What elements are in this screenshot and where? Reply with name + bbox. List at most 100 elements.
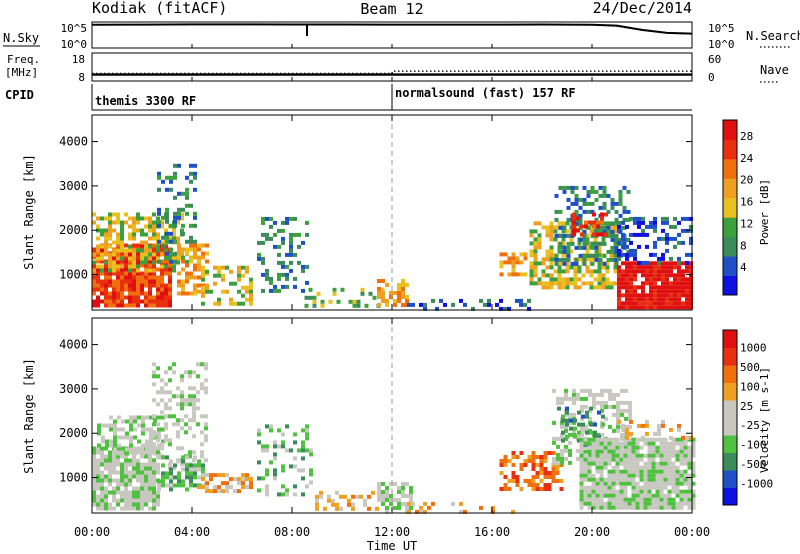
heatmap-cell [529,249,534,254]
heatmap-cell [140,502,144,507]
heatmap-cell [557,406,561,411]
heatmap-cell [209,289,213,294]
heatmap-cell [558,249,563,254]
heatmap-cell [112,248,116,253]
heatmap-cell [675,453,680,458]
heatmap-cell [689,261,693,266]
heatmap-cell [687,457,692,462]
heatmap-cell [675,493,680,498]
heatmap-cell [615,465,620,470]
heatmap-cell [617,248,621,253]
heatmap-cell [144,291,148,296]
heatmap-cell [125,419,129,424]
heatmap-cell [92,287,96,292]
heatmap-cell [624,400,628,405]
heatmap-cell [625,435,629,440]
heatmap-cell [172,422,176,427]
heatmap-cell [611,497,616,502]
heatmap-cell [515,479,520,483]
heatmap-cell [503,459,508,463]
heatmap-cell [687,477,692,482]
heatmap-cell [108,271,112,276]
heatmap-cell [683,445,688,450]
heatmap-cell [600,432,604,437]
heatmap-cell [120,287,124,292]
heatmap-cell [605,281,610,286]
heatmap-cell [176,434,180,439]
heatmap-cell [641,297,645,302]
heatmap-cell [633,256,637,261]
heatmap-cell [645,297,649,302]
heatmap-cell [487,298,491,303]
heatmap-cell [627,453,632,458]
heatmap-cell [691,493,696,498]
heatmap-cell [597,273,602,278]
heatmap-cell [677,277,681,282]
heatmap-cell [327,498,331,503]
heatmap-cell [128,303,132,308]
heatmap-cell [547,471,552,475]
heatmap-cell [177,251,181,256]
heatmap-cell [149,447,153,452]
heatmap-cell [663,461,668,466]
heatmap-cell [389,482,393,486]
heatmap-cell [669,261,673,266]
heatmap-cell [136,287,140,292]
heatmap-cell [673,273,677,278]
heatmap-cell [602,189,607,194]
heatmap-cell [691,453,696,458]
heatmap-cell [423,306,427,311]
heatmap-cell [104,478,108,483]
heatmap-cell [631,469,636,474]
heatmap-cell [537,261,542,266]
heatmap-cell [136,243,140,248]
heatmap-cell [531,463,536,467]
heatmap-cell [120,446,124,451]
heatmap-cell [507,272,512,277]
heatmap-cell [168,287,172,292]
heatmap-cell [100,474,104,479]
heatmap-cell [655,489,660,494]
heatmap-cell [557,273,562,278]
heatmap-cell [164,243,168,248]
heatmap-cell [541,261,546,266]
heatmap-cell [169,487,173,492]
heatmap-cell [595,465,600,470]
heatmap-cell [549,285,554,290]
heatmap-cell [133,451,137,456]
heatmap-cell [113,419,117,424]
heatmap-cell [607,493,612,498]
heatmap-cell [572,388,576,393]
heatmap-cell [181,231,185,236]
heatmap-cell [543,471,548,475]
heatmap-cell [148,486,152,491]
heatmap-cell [305,448,309,453]
heatmap-cell [269,236,273,241]
heatmap-cell [100,287,104,292]
heatmap-cell [164,295,168,300]
heatmap-cell [541,281,546,286]
heatmap-cell [120,506,124,511]
heatmap-cell [621,423,625,428]
heatmap-cell [136,264,140,269]
heatmap-cell [635,461,640,466]
heatmap-cell [117,415,121,420]
heatmap-cell [600,220,604,225]
heatmap-cell [689,289,693,294]
heatmap-cell [104,502,108,507]
heatmap-cell [164,382,168,387]
heatmap-cell [579,453,584,458]
heatmap-cell [671,489,676,494]
heatmap-cell [661,216,665,221]
heatmap-cell [173,475,177,480]
heatmap-cell [161,463,165,468]
heatmap-cell [168,390,172,395]
heatmap-cell [128,283,132,288]
heatmap-cell [152,398,156,403]
heatmap-cell [152,458,156,463]
heatmap-cell [152,422,156,427]
heatmap-cell [595,445,600,450]
heatmap-cell [257,476,261,481]
heatmap-cell [587,473,592,478]
heatmap-cell [125,431,129,436]
